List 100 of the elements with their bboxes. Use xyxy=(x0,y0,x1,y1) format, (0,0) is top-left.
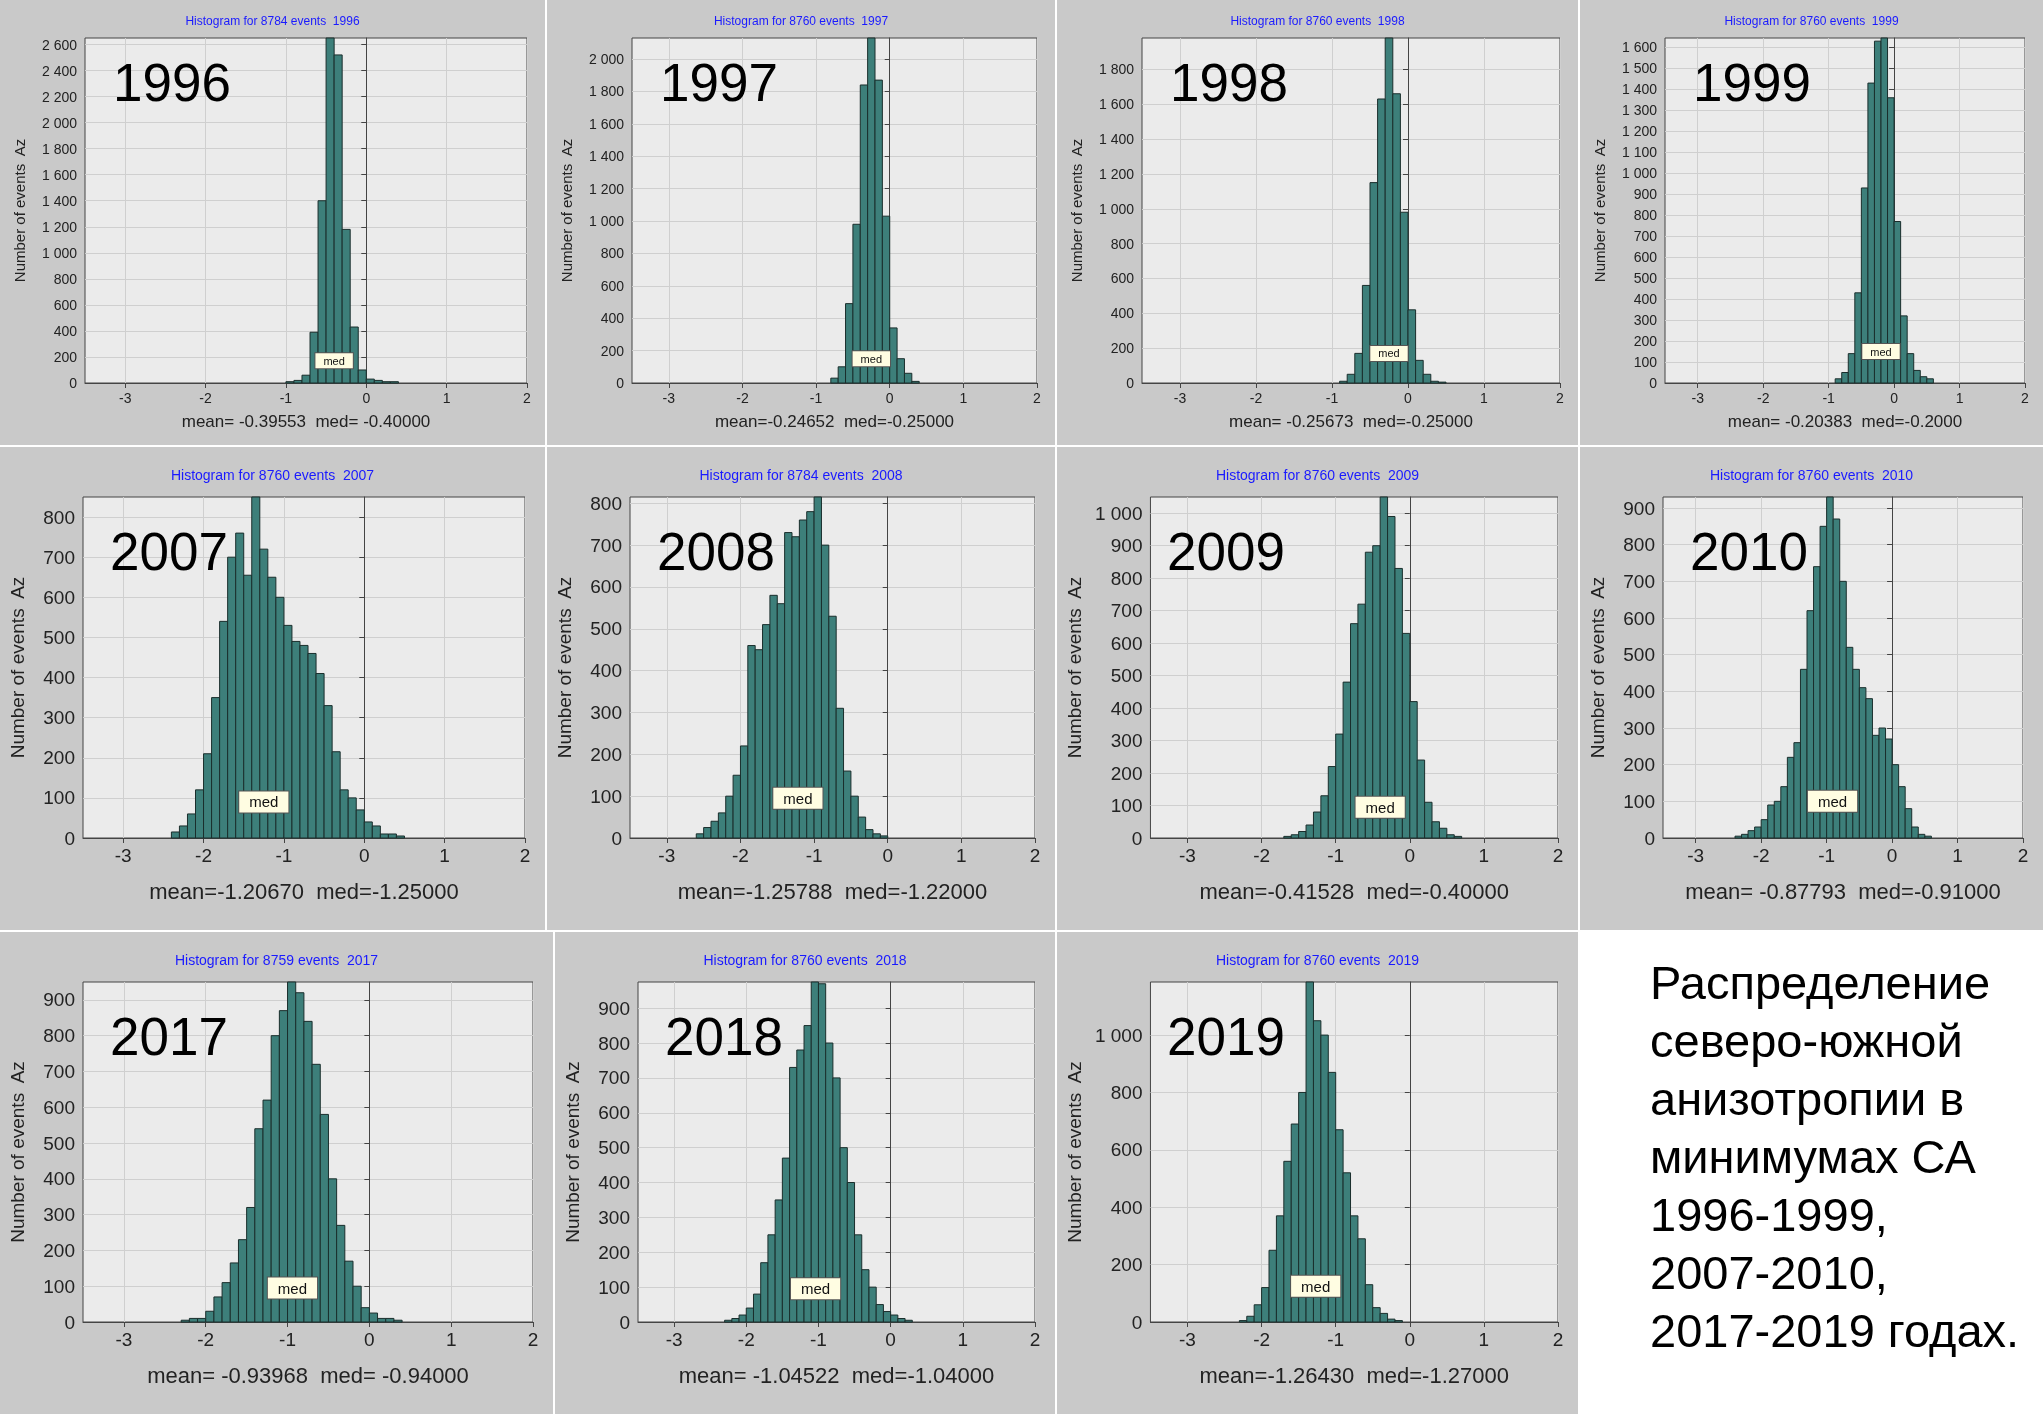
x-tick-label: 0 xyxy=(882,845,894,866)
x-tick-label: 0 xyxy=(1886,845,1898,866)
y-tick-label: 400 xyxy=(1623,680,1655,702)
annotation: med xyxy=(249,793,279,811)
x-tick-label: 0 xyxy=(1404,845,1416,866)
x-tick-label: 2 xyxy=(1556,390,1565,406)
y-tick-label: 2 000 xyxy=(41,114,78,131)
x-tick-label: 1 xyxy=(956,845,967,866)
x-tick-label: 2 xyxy=(2017,845,2029,866)
annotation: med xyxy=(323,354,345,367)
x-tick-label: 0 xyxy=(362,390,371,406)
y-tick-label: 1 000 xyxy=(1621,165,1658,182)
x-tick-label: -2 xyxy=(1752,845,1770,866)
x-tick-label: 1 xyxy=(1952,845,1963,866)
annotation: med xyxy=(1378,347,1400,360)
y-tick-label: 0 xyxy=(1126,375,1135,391)
y-tick-label: 1 200 xyxy=(1098,165,1135,182)
y-tick-label: 600 xyxy=(590,576,622,598)
x-tick-label: 1 xyxy=(445,1329,457,1350)
y-tick-label: 200 xyxy=(600,342,625,359)
y-tick-label: 1 100 xyxy=(1621,144,1658,161)
y-tick-label: 800 xyxy=(600,245,625,262)
x-axis-title: mean=-0.24652 med=-0.25000 xyxy=(714,412,955,431)
chart-title: Распределение северо-южной анизотропии в минимумах СА 1996-1999, 2007-2010, 2017-2019 годах. xyxy=(1650,956,2020,1357)
annotation: med xyxy=(1870,345,1892,358)
y-tick-label: 300 xyxy=(590,701,622,723)
x-tick-label: 0 xyxy=(364,1329,375,1350)
annotation: 2010 xyxy=(1690,522,1808,581)
y-tick-label: 0 xyxy=(619,1311,630,1333)
x-tick-label: -3 xyxy=(1173,390,1187,406)
y-tick-label: 400 xyxy=(590,660,622,682)
y-tick-label: 200 xyxy=(43,747,75,769)
y-tick-label: 900 xyxy=(1110,535,1143,557)
y-tick-label: 1 500 xyxy=(1621,60,1658,77)
x-tick-label: -1 xyxy=(279,1329,296,1350)
x-tick-label: -1 xyxy=(805,845,823,866)
y-tick-label: 0 xyxy=(611,827,622,849)
y-tick-label: 600 xyxy=(1110,632,1143,654)
annotation: 1999 xyxy=(1693,53,1811,112)
chart-title: Histogram for 8760 events 2009 xyxy=(1215,467,1420,483)
y-tick-label: 800 xyxy=(1633,207,1658,224)
y-tick-label: 700 xyxy=(43,1060,75,1082)
y-axis-title: Number of events Az xyxy=(1591,138,1608,283)
x-tick-label: 0 xyxy=(358,845,370,866)
y-axis-title: Number of events Az xyxy=(1064,1061,1085,1243)
x-tick-label: 2 xyxy=(519,845,531,866)
chart-title: Histogram for 8784 events 1996 xyxy=(185,14,360,28)
y-tick-label: 500 xyxy=(43,626,75,648)
y-tick-label: 0 xyxy=(616,375,625,391)
x-tick-label: -3 xyxy=(658,845,676,866)
x-tick-label: 1 xyxy=(439,845,450,866)
y-tick-label: 1 400 xyxy=(1621,81,1658,98)
y-tick-label: 2 000 xyxy=(588,51,625,68)
y-tick-label: 700 xyxy=(1110,600,1143,622)
x-tick-label: 0 xyxy=(1404,1329,1416,1350)
x-tick-label: -3 xyxy=(115,1329,133,1350)
y-tick-label: 1 000 xyxy=(1094,502,1143,524)
annotation: 1996 xyxy=(113,53,231,112)
y-tick-label: 100 xyxy=(1623,790,1655,812)
y-tick-label: 500 xyxy=(43,1132,75,1154)
x-tick-label: 1 xyxy=(1478,845,1490,866)
y-tick-label: 0 xyxy=(1131,827,1143,849)
y-tick-label: 1 200 xyxy=(588,180,625,197)
x-tick-label: -1 xyxy=(809,390,823,406)
y-tick-label: 600 xyxy=(1633,249,1658,266)
y-tick-label: 500 xyxy=(1633,270,1658,287)
x-tick-label: -1 xyxy=(279,390,293,406)
y-tick-label: 800 xyxy=(1110,235,1135,252)
y-tick-label: 200 xyxy=(1633,333,1658,350)
y-tick-label: 1 800 xyxy=(41,140,78,157)
y-tick-label: 400 xyxy=(1110,697,1143,719)
y-axis-title: Number of events Az xyxy=(7,1061,28,1243)
y-tick-label: 600 xyxy=(53,296,78,313)
x-axis-title: mean= -0.93968 med= -0.94000 xyxy=(147,1362,469,1388)
y-tick-label: 600 xyxy=(43,1096,75,1118)
y-tick-label: 1 200 xyxy=(1621,123,1658,140)
y-tick-label: 100 xyxy=(1110,795,1143,817)
x-axis-title: mean=-0.41528 med=-0.40000 xyxy=(1199,878,1509,904)
chart-title: Histogram for 8760 events 2010 xyxy=(1709,467,1914,483)
y-tick-label: 300 xyxy=(1110,730,1143,752)
x-tick-label: 0 xyxy=(1890,390,1899,406)
y-tick-label: 800 xyxy=(1623,534,1655,556)
y-tick-label: 900 xyxy=(43,989,75,1011)
y-tick-label: 300 xyxy=(43,707,75,729)
y-tick-label: 1 000 xyxy=(588,213,625,230)
y-tick-label: 700 xyxy=(598,1067,630,1089)
y-tick-label: 900 xyxy=(1623,497,1655,519)
annotation: med xyxy=(1301,1277,1331,1295)
chart-title: Histogram for 8760 events 1997 xyxy=(713,14,889,28)
annotation: 2007 xyxy=(110,522,228,581)
y-tick-label: 800 xyxy=(1110,1081,1143,1103)
y-tick-label: 300 xyxy=(1623,717,1655,739)
y-tick-label: 700 xyxy=(1633,228,1658,245)
x-tick-label: 2 xyxy=(1029,1329,1041,1350)
y-tick-label: 1 400 xyxy=(1098,131,1135,148)
x-tick-label: -3 xyxy=(662,390,676,406)
x-tick-label: -3 xyxy=(1691,390,1705,406)
x-tick-label: -2 xyxy=(195,845,212,866)
annotation: 2018 xyxy=(665,1007,783,1066)
x-tick-label: -3 xyxy=(1179,845,1196,866)
